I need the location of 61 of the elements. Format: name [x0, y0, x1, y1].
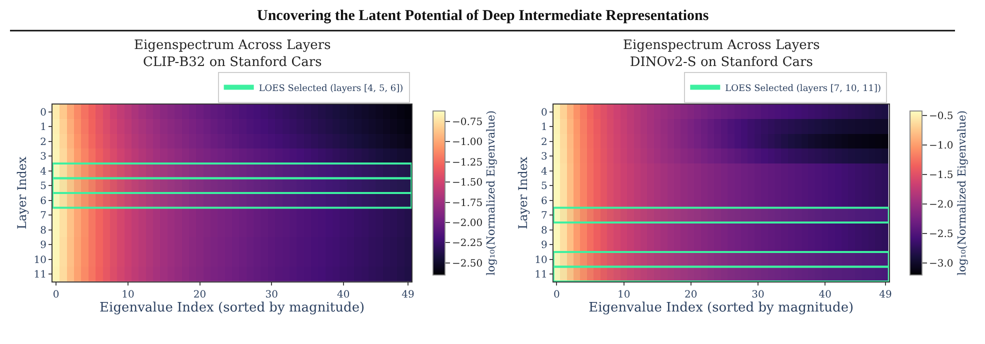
chart-title: Eigenspectrum Across Layers DINOv2-S on Stanford Cars — [623, 38, 820, 70]
x-tick-label: 30 — [265, 290, 278, 301]
x-tick-label: 0 — [554, 290, 560, 301]
y-tick-label: 3 — [40, 152, 47, 163]
y-tick-label: 10 — [534, 254, 548, 266]
legend-label: LOES Selected (layers [4, 5, 6]) — [258, 84, 404, 94]
color-bar-label: −1.25 — [452, 157, 483, 168]
color-bar-title: log₁₀(Normalized Eigenvalue) — [955, 110, 968, 276]
color-bar-label: −2.00 — [452, 218, 483, 229]
y-tick-label: 10 — [34, 254, 47, 266]
y-tick-label: 9 — [40, 240, 47, 252]
x-tick-label: 10 — [122, 290, 134, 301]
color-bar-label: −0.5 — [929, 111, 954, 122]
color-bar-label: −3.0 — [929, 258, 954, 270]
color-bar-label: −1.5 — [929, 170, 954, 182]
y-axis-title: Layer Index — [516, 156, 530, 230]
color-bar-label: −2.50 — [452, 258, 483, 270]
y-tick-label: 1 — [40, 122, 47, 134]
color-bar-label: −1.50 — [452, 178, 483, 189]
y-tick-label: 3 — [541, 152, 548, 163]
color-bar-label: −2.25 — [452, 238, 483, 250]
y-tick-label: 5 — [541, 181, 548, 192]
legend-label: LOES Selected (layers [7, 10, 11]) — [725, 84, 881, 94]
x-axis-title: Eigenvalue Index (sorted by magnitude) — [588, 300, 854, 316]
x-tick-label: 49 — [402, 290, 414, 301]
y-tick-label: 7 — [541, 210, 548, 222]
y-tick-label: 5 — [40, 181, 47, 192]
y-tick-label: 1 — [541, 122, 548, 134]
chart-title: Eigenspectrum Across Layers CLIP-B32 on Stanford Cars — [134, 38, 331, 70]
x-tick-label: 20 — [684, 290, 698, 301]
color-bar-label: −1.75 — [452, 198, 483, 209]
x-tick-label: 30 — [752, 290, 764, 301]
x-tick-label: 0 — [52, 290, 60, 301]
y-tick-label: 9 — [541, 240, 548, 252]
y-tick-label: 11 — [534, 270, 548, 281]
x-tick-label: 40 — [337, 290, 350, 301]
color-bar-label: −0.75 — [452, 116, 483, 128]
y-tick-label: 6 — [541, 196, 548, 207]
text: Uncovering the Latent Potential of Deep Intermediate Representations — [257, 8, 709, 24]
y-tick-label: 2 — [40, 136, 47, 148]
color-bar-label: −2.5 — [929, 229, 954, 240]
y-tick-label: 4 — [40, 166, 47, 178]
color-bar-label: −2.0 — [929, 200, 954, 211]
y-tick-label: 0 — [40, 107, 47, 118]
color-bar-label: −1.0 — [929, 140, 954, 152]
x-tick-label: 10 — [617, 290, 630, 301]
y-tick-label: 11 — [34, 270, 47, 281]
y-tick-label: 8 — [541, 225, 548, 236]
y-tick-label: 4 — [541, 166, 548, 178]
x-tick-label: 49 — [879, 290, 892, 301]
x-axis-title: Eigenvalue Index (sorted by magnitude) — [100, 300, 365, 316]
x-tick-label: 40 — [818, 290, 832, 301]
color-bar-title: log₁₀(Normalized Eigenvalue) — [484, 110, 498, 276]
y-tick-label: 8 — [40, 225, 47, 236]
y-tick-label: 7 — [40, 210, 47, 222]
y-tick-label: 6 — [40, 196, 47, 207]
y-tick-label: 0 — [541, 107, 548, 118]
x-tick-label: 20 — [193, 290, 206, 301]
y-tick-label: 2 — [541, 136, 548, 148]
color-bar-label: −1.00 — [452, 137, 483, 148]
y-axis-title: Layer Index — [15, 156, 30, 230]
